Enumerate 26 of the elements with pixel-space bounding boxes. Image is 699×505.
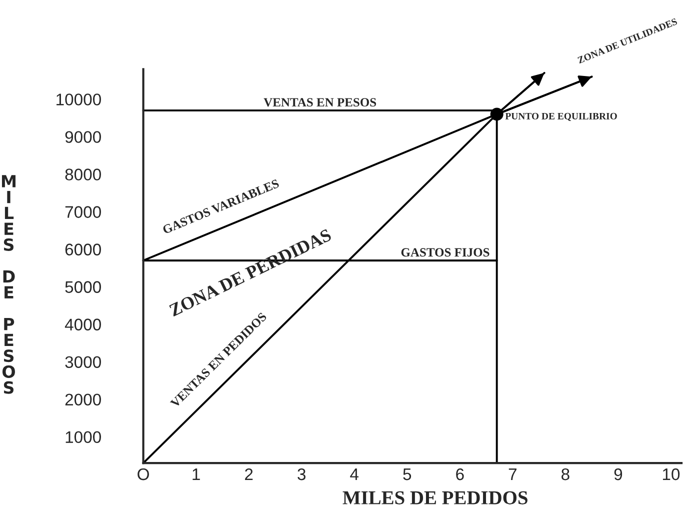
y-tick-label: 8000 [65,168,101,180]
y-tick-label: 3000 [65,356,101,368]
x-tick-label: 9 [614,468,622,480]
x-tick-label: 1 [192,468,200,480]
text: MILES DE PESOS [2,175,16,394]
x-tick-label: 10 [662,468,680,480]
series-label: VENTAS EN PESOS [264,98,376,107]
x-tick-label: 6 [456,468,464,480]
x-tick-label: O [138,468,149,480]
y-tick-label: 1000 [66,431,101,444]
y-tick-label: 4000 [64,318,101,330]
y-tick-label: 10000 [56,94,101,106]
x-tick-label: 8 [562,468,570,480]
x-tick-label: 2 [245,468,253,480]
y-tick-label: 6000 [65,244,101,256]
y-tick-label: 9000 [65,131,101,143]
y-tick-label: 5000 [65,281,101,293]
x-tick-label: 5 [403,468,412,480]
y-tick-label: 7000 [65,206,101,218]
series-label: GASTOS FIJOS [401,248,490,257]
x-tick-label: 3 [298,468,306,480]
y-tick-label: 2000 [65,394,101,406]
x-tick-label: 4 [350,468,359,480]
x-axis-title: MILES DE PEDIDOS [342,491,528,504]
x-tick-label: 7 [508,468,516,480]
series-label: PUNTO DE EQUILIBRIO [505,112,617,121]
